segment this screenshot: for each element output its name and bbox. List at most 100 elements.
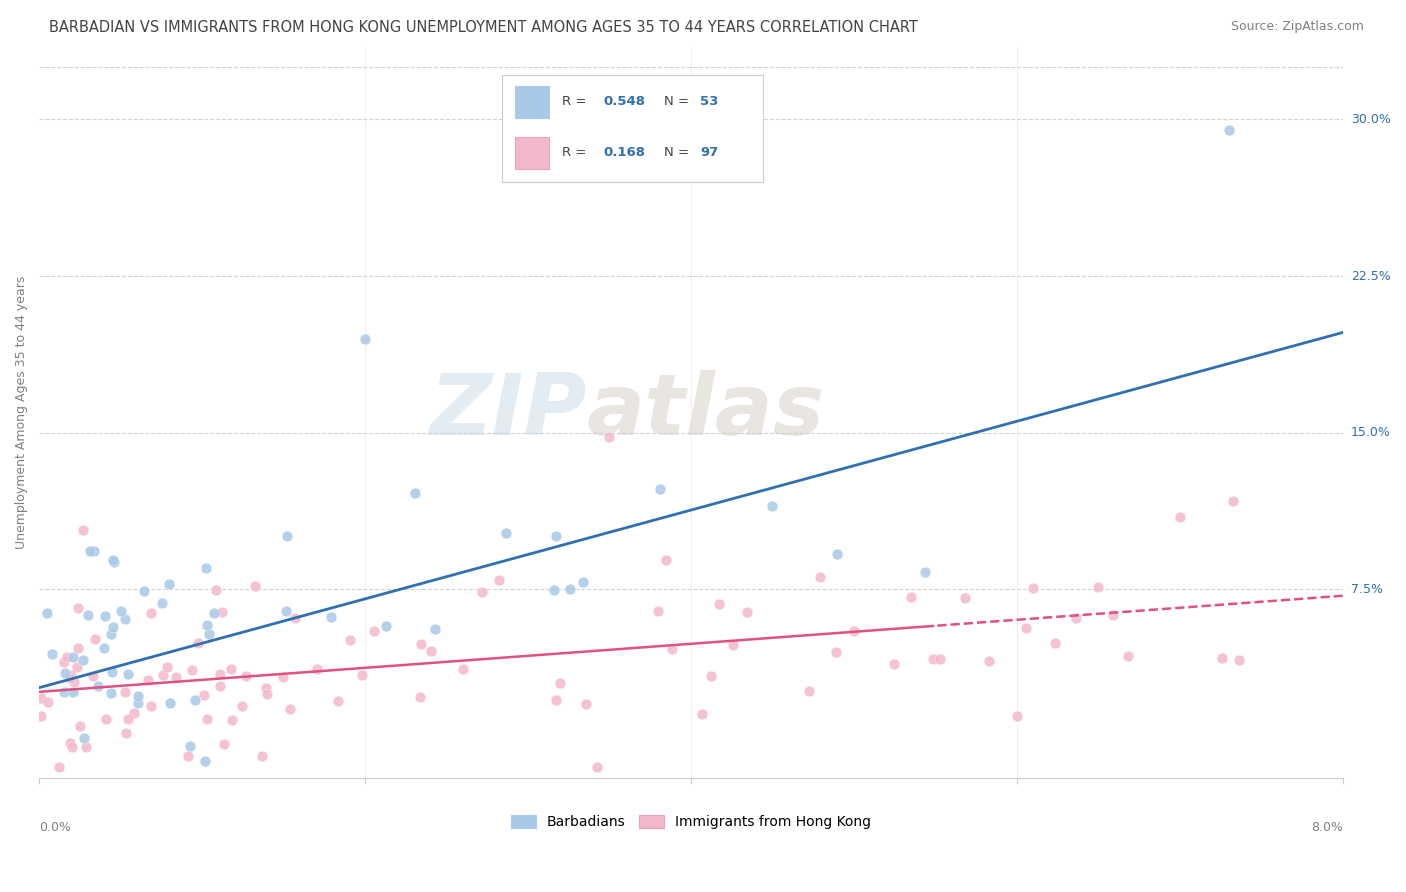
Point <box>198 627 221 641</box>
Point <box>165 670 187 684</box>
Point <box>1168 510 1191 524</box>
Point <box>187 636 209 650</box>
Point <box>103 552 125 566</box>
Point <box>546 529 568 543</box>
Point <box>195 618 218 632</box>
Point <box>159 696 181 710</box>
Point <box>127 690 149 704</box>
Point <box>52 656 75 670</box>
Point <box>699 668 721 682</box>
Point <box>209 679 232 693</box>
Point <box>495 526 517 541</box>
Point <box>152 668 174 682</box>
Point <box>352 667 374 681</box>
Point <box>231 698 253 713</box>
Y-axis label: Unemployment Among Ages 35 to 44 years: Unemployment Among Ages 35 to 44 years <box>15 276 28 549</box>
Point <box>48 760 70 774</box>
Point <box>928 652 950 666</box>
Point <box>93 641 115 656</box>
Point <box>136 673 159 688</box>
Point <box>117 667 139 681</box>
Text: ZIP: ZIP <box>429 370 586 453</box>
Point <box>363 624 385 639</box>
Point <box>276 529 298 543</box>
Point <box>73 731 96 746</box>
Point <box>67 601 90 615</box>
Point <box>1218 123 1240 137</box>
Point <box>69 719 91 733</box>
Point <box>72 652 94 666</box>
Point <box>212 737 235 751</box>
Point <box>37 606 59 620</box>
Point <box>953 591 976 605</box>
Point <box>1222 494 1244 508</box>
Point <box>67 641 90 656</box>
Point <box>63 675 86 690</box>
Point <box>339 632 361 647</box>
Point <box>808 569 831 583</box>
Point <box>62 649 84 664</box>
Point <box>488 574 510 588</box>
Point <box>411 637 433 651</box>
Point <box>82 669 104 683</box>
Point <box>307 662 329 676</box>
Point <box>132 583 155 598</box>
Point <box>451 663 474 677</box>
Point <box>211 605 233 619</box>
Point <box>56 649 79 664</box>
Point <box>546 693 568 707</box>
Text: 7.5%: 7.5% <box>1351 583 1384 596</box>
Point <box>252 748 274 763</box>
Point <box>284 611 307 625</box>
Point <box>115 726 138 740</box>
Text: 8.0%: 8.0% <box>1310 822 1343 834</box>
Point <box>761 499 783 513</box>
Point <box>84 632 107 646</box>
Point <box>101 620 124 634</box>
Point <box>825 645 848 659</box>
Point <box>408 690 430 705</box>
Text: BARBADIAN VS IMMIGRANTS FROM HONG KONG UNEMPLOYMENT AMONG AGES 35 TO 44 YEARS CO: BARBADIAN VS IMMIGRANTS FROM HONG KONG U… <box>49 20 918 35</box>
Point <box>1015 621 1038 635</box>
Point <box>598 430 620 444</box>
Point <box>647 604 669 618</box>
Point <box>219 662 242 676</box>
Point <box>37 695 59 709</box>
Point <box>77 608 100 623</box>
Point <box>193 688 215 702</box>
Point <box>235 669 257 683</box>
Point <box>328 694 350 708</box>
Point <box>842 624 865 638</box>
Point <box>543 582 565 597</box>
Point <box>354 332 377 346</box>
Point <box>280 702 302 716</box>
Text: 30.0%: 30.0% <box>1351 113 1391 126</box>
Point <box>195 561 218 575</box>
Point <box>271 670 294 684</box>
Point <box>122 706 145 721</box>
Point <box>30 690 52 705</box>
Point <box>117 712 139 726</box>
Legend: Barbadians, Immigrants from Hong Kong: Barbadians, Immigrants from Hong Kong <box>503 808 879 837</box>
Point <box>103 555 125 569</box>
Point <box>1211 650 1233 665</box>
Point <box>127 696 149 710</box>
Point <box>53 685 76 699</box>
Point <box>41 647 63 661</box>
Point <box>420 644 443 658</box>
Point <box>423 622 446 636</box>
Point <box>100 686 122 700</box>
Point <box>202 606 225 620</box>
Point <box>183 692 205 706</box>
Point <box>274 604 297 618</box>
Point <box>558 582 581 596</box>
Point <box>883 657 905 671</box>
Text: 0.0%: 0.0% <box>39 822 72 834</box>
Point <box>1116 649 1139 664</box>
Point <box>100 627 122 641</box>
Point <box>204 583 226 598</box>
Point <box>572 574 595 589</box>
Point <box>114 612 136 626</box>
Point <box>86 679 108 693</box>
Point <box>586 760 609 774</box>
